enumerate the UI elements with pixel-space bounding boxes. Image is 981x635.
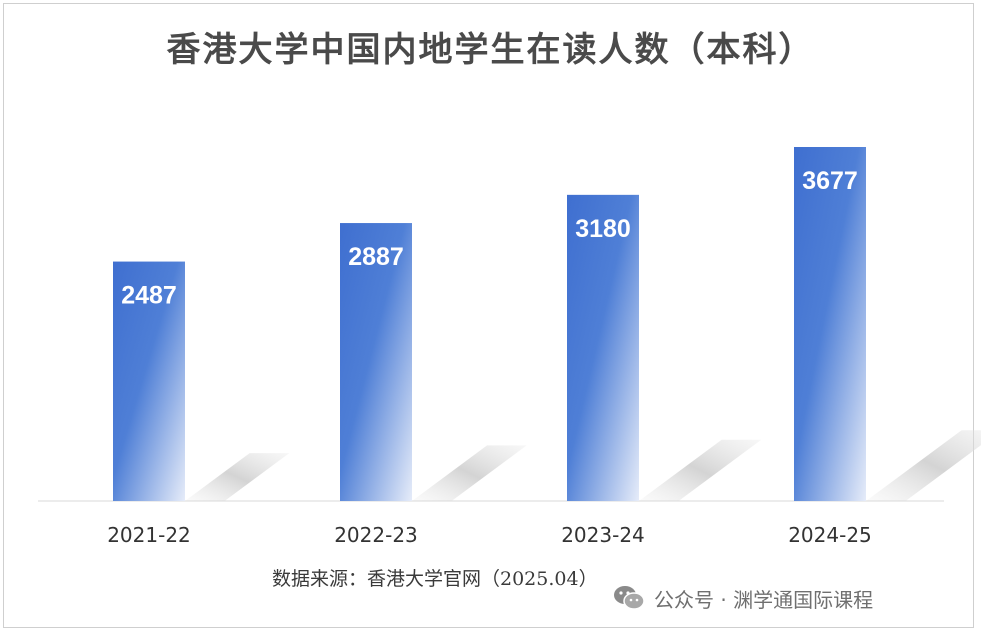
bar-shadow bbox=[412, 445, 527, 501]
data-label: 3180 bbox=[575, 215, 631, 243]
bar-2021-22 bbox=[113, 261, 185, 501]
bar-2024-25 bbox=[794, 147, 866, 501]
data-label: 2487 bbox=[121, 282, 177, 310]
bar-shadow bbox=[639, 439, 762, 501]
watermark-text: 公众号 · 渊学通国际课程 bbox=[654, 587, 874, 612]
x-tick-label: 2024-25 bbox=[788, 523, 872, 547]
data-label: 2887 bbox=[348, 243, 404, 271]
source-note: 数据来源：香港大学官网（2025.04） bbox=[272, 568, 598, 590]
x-tick-label: 2021-22 bbox=[107, 523, 191, 547]
bar-2023-24 bbox=[567, 194, 639, 501]
bar-shadow bbox=[866, 430, 981, 501]
data-label: 3677 bbox=[802, 167, 858, 195]
watermark: 公众号 · 渊学通国际课程 bbox=[612, 583, 873, 613]
wechat-icon bbox=[614, 586, 645, 610]
bar-shadow bbox=[185, 453, 290, 501]
x-tick-label: 2022-23 bbox=[334, 523, 418, 547]
x-tick-label: 2023-24 bbox=[561, 523, 645, 547]
chart-title: 香港大学中国内地学生在读人数（本科） bbox=[166, 30, 815, 70]
bar-2022-23 bbox=[340, 223, 412, 501]
